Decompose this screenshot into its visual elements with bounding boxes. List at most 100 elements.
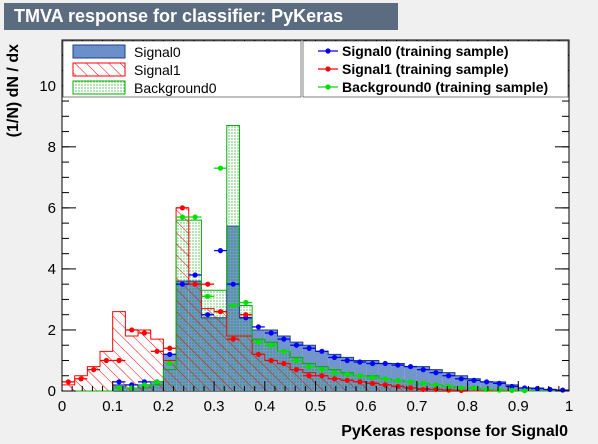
legend-marker xyxy=(325,84,331,90)
data-point xyxy=(357,359,363,365)
legend-label: Background0 (training sample) xyxy=(342,79,548,95)
data-point xyxy=(78,376,84,382)
y-tick-label: 10 xyxy=(39,78,56,95)
data-point xyxy=(217,248,224,254)
data-point xyxy=(205,293,211,299)
data-point xyxy=(293,367,300,373)
data-point xyxy=(268,330,274,336)
data-point xyxy=(179,281,186,287)
x-tick-label: 0.1 xyxy=(102,398,123,415)
data-point xyxy=(433,382,439,388)
hist-bar xyxy=(290,357,303,391)
data-point xyxy=(433,386,439,393)
chart-title: TMVA response for classifier: PyKeras xyxy=(4,3,398,30)
data-point xyxy=(445,373,452,379)
data-point xyxy=(560,387,566,393)
data-point xyxy=(217,309,224,315)
data-point xyxy=(65,379,71,385)
data-point xyxy=(255,351,262,357)
data-point xyxy=(230,336,236,342)
data-point xyxy=(534,385,540,392)
legend-box-points xyxy=(302,40,569,98)
hist-bar xyxy=(62,384,75,391)
data-point xyxy=(268,342,274,348)
data-point xyxy=(217,165,224,171)
data-point xyxy=(395,362,401,368)
hist-bar xyxy=(480,381,493,391)
hist-bar xyxy=(87,366,101,391)
legend-marker xyxy=(325,48,331,54)
legend-swatch xyxy=(72,62,126,77)
hist-bar xyxy=(100,351,113,391)
data-point xyxy=(382,376,388,382)
hist-bar xyxy=(163,369,177,391)
legend-label: Background0 xyxy=(134,80,217,96)
data-point xyxy=(167,345,173,351)
legend-swatch xyxy=(72,80,126,95)
data-point xyxy=(230,302,236,309)
legend-label: Signal1 xyxy=(134,62,181,78)
data-point xyxy=(420,380,426,386)
hist-bar xyxy=(188,220,202,391)
hist-bar xyxy=(492,381,506,391)
hist-bar xyxy=(112,311,126,391)
data-point xyxy=(179,205,186,211)
x-tick-label: 0.8 xyxy=(457,398,478,415)
data-point xyxy=(331,376,338,382)
hist-bar xyxy=(252,339,265,391)
data-point xyxy=(116,385,122,391)
data-point xyxy=(407,385,414,391)
data-point xyxy=(129,385,135,391)
data-point xyxy=(395,377,401,383)
x-tick-label: 0.9 xyxy=(508,398,529,415)
data-point xyxy=(382,360,388,367)
legend-label: Signal0 (training sample) xyxy=(342,43,508,59)
data-point xyxy=(445,383,452,390)
data-point xyxy=(484,379,490,385)
hist-bar xyxy=(277,351,291,391)
hist-bar xyxy=(176,220,189,391)
hist-bar xyxy=(138,387,151,391)
data-point xyxy=(306,363,312,370)
hist-bar xyxy=(201,290,215,391)
data-point xyxy=(116,357,122,364)
data-point xyxy=(281,348,287,354)
data-point xyxy=(205,281,211,287)
data-point xyxy=(496,380,502,386)
data-point xyxy=(293,342,300,348)
data-point xyxy=(420,386,426,393)
data-point xyxy=(268,357,274,364)
data-point xyxy=(319,373,325,379)
data-point xyxy=(407,379,414,385)
data-point xyxy=(407,363,414,370)
data-point xyxy=(522,388,528,394)
data-point xyxy=(344,377,350,383)
x-tick-label: 1 xyxy=(565,398,573,415)
data-point xyxy=(471,385,477,391)
x-tick-label: 0.7 xyxy=(406,398,427,415)
data-point xyxy=(331,354,338,361)
data-point xyxy=(167,360,173,367)
x-tick-label: 0.5 xyxy=(305,398,326,415)
x-tick-label: 0.2 xyxy=(153,398,174,415)
points-signal1 xyxy=(62,205,468,393)
data-point xyxy=(141,382,147,388)
data-point xyxy=(192,214,198,220)
data-point xyxy=(179,214,186,220)
hist-bar xyxy=(138,329,151,391)
data-point xyxy=(369,374,376,380)
data-point xyxy=(496,387,502,393)
data-point xyxy=(395,383,401,390)
data-point xyxy=(192,272,198,278)
data-point xyxy=(357,379,363,385)
data-point xyxy=(192,281,198,287)
hist-bar xyxy=(239,305,253,391)
data-point xyxy=(141,330,147,336)
data-point xyxy=(91,367,97,373)
legend: Signal0 Signal1 Background0 Signal0 (traini… xyxy=(62,40,569,98)
data-point xyxy=(331,370,338,376)
data-point xyxy=(319,348,325,354)
hist-bar xyxy=(315,366,329,391)
